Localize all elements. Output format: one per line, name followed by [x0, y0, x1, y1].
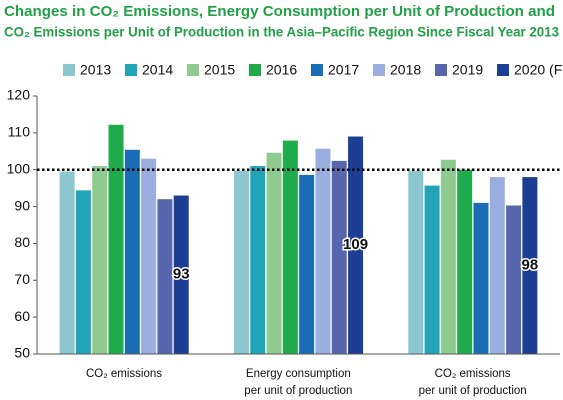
- bar: [124, 149, 140, 354]
- bar: [59, 171, 75, 354]
- legend-swatch: [435, 64, 447, 76]
- bar: [299, 174, 315, 354]
- bar: [440, 159, 456, 354]
- legend-label: 2020 (FY): [514, 62, 563, 78]
- x-tick-label: CO₂ emissions: [85, 368, 163, 380]
- y-tick-label: 90: [14, 197, 30, 213]
- data-label: 109: [343, 236, 368, 253]
- y-tick-label: 50: [14, 345, 30, 361]
- x-tick-label: CO₂ emissions per unit of production: [418, 368, 527, 397]
- data-label: 93: [173, 266, 190, 283]
- legend-swatch: [125, 64, 137, 76]
- bar: [522, 177, 538, 354]
- chart-subtitle: CO₂ Emissions per Unit of Production in …: [4, 24, 559, 40]
- bar: [157, 199, 173, 354]
- bar: [282, 140, 298, 354]
- legend-label: 2014: [142, 62, 173, 78]
- legend-label: 2018: [390, 62, 421, 78]
- bar: [424, 185, 440, 354]
- y-tick-label: 80: [14, 234, 30, 250]
- legend-swatch: [249, 64, 261, 76]
- legend-label: 2013: [80, 62, 111, 78]
- y-tick-label: 120: [7, 87, 31, 103]
- bar: [408, 170, 424, 354]
- bar: [233, 170, 249, 354]
- bar: [92, 166, 108, 354]
- bar: [506, 205, 522, 354]
- bar: [473, 202, 489, 354]
- bar: [250, 166, 266, 354]
- bar: [489, 177, 505, 354]
- legend-swatch: [311, 64, 323, 76]
- legend-swatch: [187, 64, 199, 76]
- data-label: 98: [522, 257, 539, 274]
- legend-label: 2019: [452, 62, 483, 78]
- bar: [173, 195, 189, 354]
- bar: [457, 169, 473, 354]
- bar: [315, 148, 331, 354]
- bar: [348, 136, 364, 354]
- bar: [331, 160, 347, 354]
- y-tick-label: 60: [14, 308, 30, 324]
- bar: [141, 158, 157, 354]
- legend-swatch: [497, 64, 509, 76]
- legend-label: 2017: [328, 62, 359, 78]
- y-tick-label: 110: [8, 124, 31, 140]
- bar: [75, 190, 91, 354]
- bar: [108, 124, 124, 355]
- y-tick-label: 70: [14, 271, 30, 287]
- legend-swatch: [63, 64, 75, 76]
- legend-label: 2015: [204, 62, 235, 78]
- legend-label: 2016: [266, 62, 297, 78]
- chart-title: Changes in CO₂ Emissions, Energy Consump…: [4, 3, 555, 20]
- bar: [266, 152, 282, 354]
- y-tick-label: 100: [7, 160, 31, 176]
- legend-swatch: [373, 64, 385, 76]
- x-tick-label: Energy consumption per unit of productio…: [244, 368, 353, 397]
